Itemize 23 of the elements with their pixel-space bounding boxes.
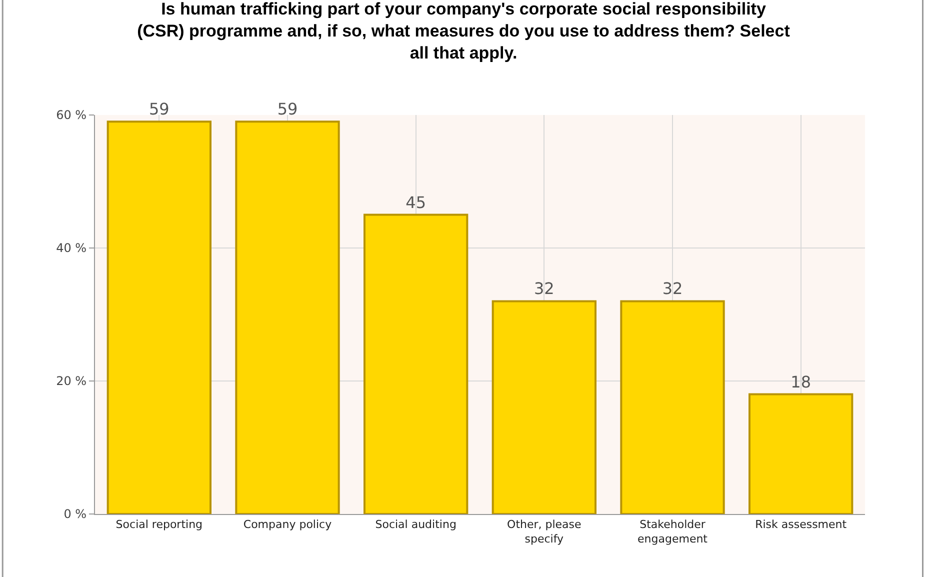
bar <box>492 300 596 514</box>
bar <box>748 393 854 514</box>
bar <box>364 214 468 514</box>
bar <box>106 120 212 514</box>
bar <box>235 120 340 514</box>
x-tick-label: Company policy <box>243 518 332 532</box>
x-tick-label: Social auditing <box>375 518 456 532</box>
chart-title: Is human trafficking part of your company's corporate social responsibility (CSR) programme and, if so, what measures do you use to address them? Select all that apply. <box>137 0 790 63</box>
x-tick-label: Risk assessment <box>755 518 848 532</box>
data-label: 45 <box>406 192 426 212</box>
data-label: 18 <box>790 372 812 392</box>
x-tick-label: Other, please specify <box>507 518 582 546</box>
y-tick-label: 40 % <box>56 241 87 256</box>
data-label: 32 <box>662 279 683 298</box>
y-tick-label: 20 % <box>56 374 87 388</box>
x-tick-label: Stakeholder engagement <box>638 518 708 546</box>
x-tick-label: Social reporting <box>116 518 203 532</box>
y-tick-label: 60 % <box>56 108 87 122</box>
data-label: 32 <box>534 279 554 298</box>
data-label: 59 <box>277 100 298 119</box>
data-label: 59 <box>148 100 170 119</box>
y-tick-label: 0 % <box>64 507 87 522</box>
bar <box>620 300 725 514</box>
